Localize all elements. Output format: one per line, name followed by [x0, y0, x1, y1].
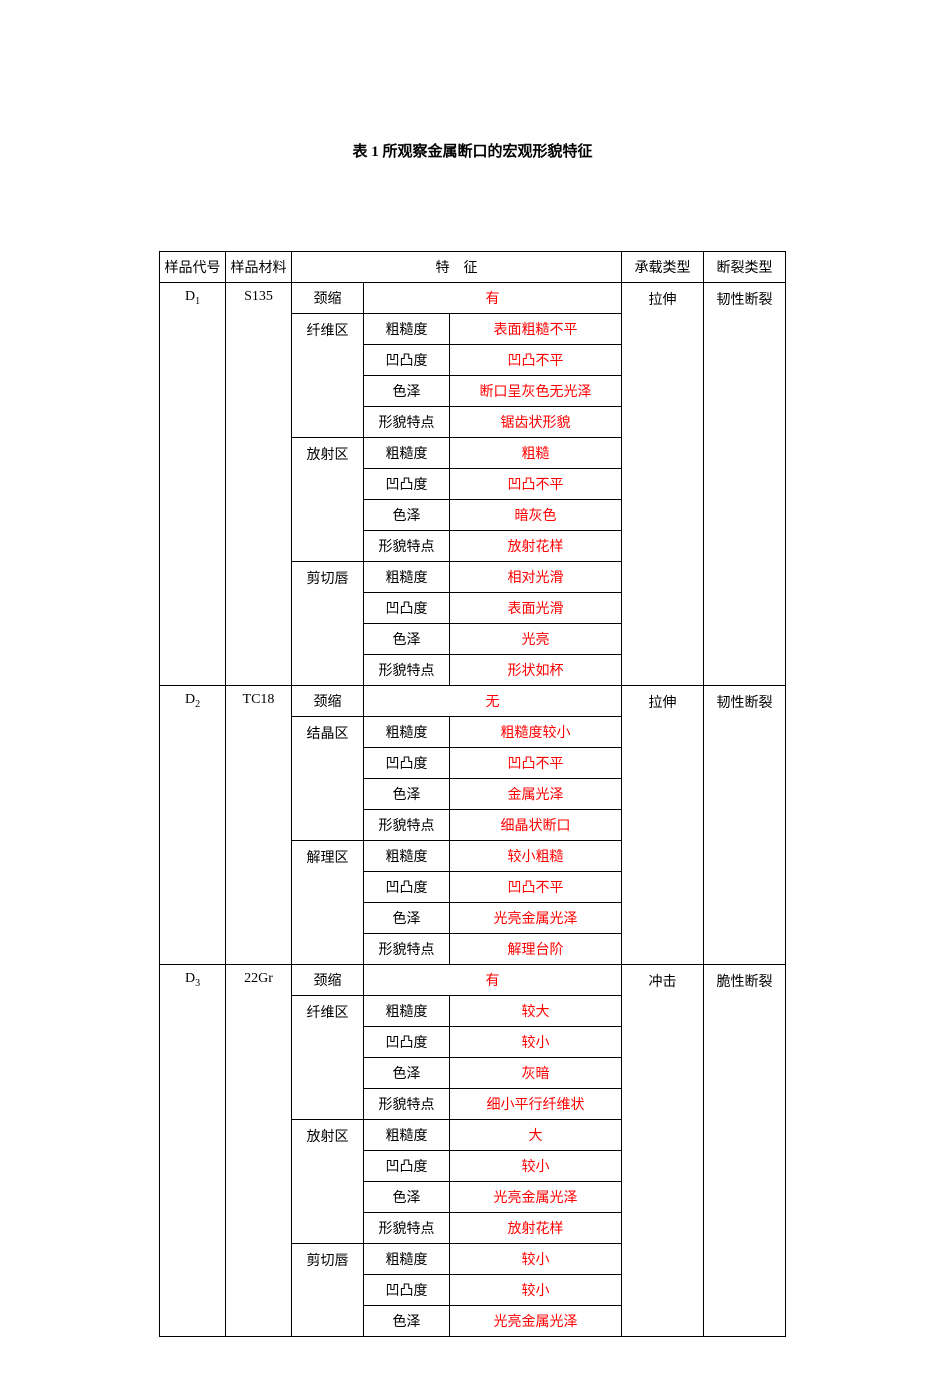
- fracture-type: 韧性断裂: [704, 686, 786, 965]
- hdr-material: 样品材料: [226, 252, 292, 283]
- attr-label: 形貌特点: [364, 810, 450, 841]
- attr-label: 粗糙度: [364, 562, 450, 593]
- attr-label: 凹凸度: [364, 1027, 450, 1058]
- attr-value: 凹凸不平: [450, 872, 622, 903]
- neck-label: 颈缩: [292, 686, 364, 717]
- attr-value: 凹凸不平: [450, 469, 622, 500]
- attr-value: 暗灰色: [450, 500, 622, 531]
- attr-value: 断口呈灰色无光泽: [450, 376, 622, 407]
- table-row: D2TC18颈缩无拉伸韧性断裂: [160, 686, 786, 717]
- attr-label: 粗糙度: [364, 841, 450, 872]
- neck-value: 无: [364, 686, 622, 717]
- attr-label: 凹凸度: [364, 1151, 450, 1182]
- attr-label: 粗糙度: [364, 1244, 450, 1275]
- attr-label: 形貌特点: [364, 531, 450, 562]
- hdr-fracture: 断裂类型: [704, 252, 786, 283]
- attr-value: 细小平行纤维状: [450, 1089, 622, 1120]
- neck-value: 有: [364, 283, 622, 314]
- attr-value: 相对光滑: [450, 562, 622, 593]
- attr-value: 较大: [450, 996, 622, 1027]
- attr-value: 细晶状断口: [450, 810, 622, 841]
- attr-value: 较小: [450, 1275, 622, 1306]
- load-type: 冲击: [622, 965, 704, 1337]
- attr-label: 色泽: [364, 500, 450, 531]
- attr-label: 凹凸度: [364, 593, 450, 624]
- attr-label: 粗糙度: [364, 1120, 450, 1151]
- hdr-code: 样品代号: [160, 252, 226, 283]
- attr-value: 粗糙度较小: [450, 717, 622, 748]
- attr-value: 灰暗: [450, 1058, 622, 1089]
- attr-value: 较小: [450, 1244, 622, 1275]
- zone-name: 解理区: [292, 841, 364, 965]
- attr-value: 粗糙: [450, 438, 622, 469]
- attr-value: 形状如杯: [450, 655, 622, 686]
- attr-label: 色泽: [364, 1306, 450, 1337]
- zone-name: 放射区: [292, 438, 364, 562]
- sample-code: D2: [160, 686, 226, 965]
- fracture-type: 韧性断裂: [704, 283, 786, 686]
- attr-label: 凹凸度: [364, 1275, 450, 1306]
- attr-value: 表面光滑: [450, 593, 622, 624]
- attr-label: 粗糙度: [364, 717, 450, 748]
- sample-material: TC18: [226, 686, 292, 965]
- attr-value: 光亮金属光泽: [450, 1306, 622, 1337]
- attr-value: 锯齿状形貌: [450, 407, 622, 438]
- sample-material: 22Gr: [226, 965, 292, 1337]
- hdr-load: 承载类型: [622, 252, 704, 283]
- zone-name: 剪切唇: [292, 1244, 364, 1337]
- neck-value: 有: [364, 965, 622, 996]
- zone-name: 纤维区: [292, 996, 364, 1120]
- attr-value: 解理台阶: [450, 934, 622, 965]
- attr-label: 粗糙度: [364, 996, 450, 1027]
- attr-value: 金属光泽: [450, 779, 622, 810]
- attr-label: 凹凸度: [364, 748, 450, 779]
- attr-label: 色泽: [364, 903, 450, 934]
- load-type: 拉伸: [622, 283, 704, 686]
- attr-label: 色泽: [364, 1058, 450, 1089]
- attr-label: 粗糙度: [364, 438, 450, 469]
- attr-label: 粗糙度: [364, 314, 450, 345]
- attr-value: 较小: [450, 1151, 622, 1182]
- load-type: 拉伸: [622, 686, 704, 965]
- zone-name: 结晶区: [292, 717, 364, 841]
- zone-name: 剪切唇: [292, 562, 364, 686]
- attr-label: 形貌特点: [364, 934, 450, 965]
- table-row: D1S135颈缩有拉伸韧性断裂: [160, 283, 786, 314]
- sample-code: D3: [160, 965, 226, 1337]
- attr-value: 凹凸不平: [450, 748, 622, 779]
- zone-name: 放射区: [292, 1120, 364, 1244]
- attr-label: 形貌特点: [364, 407, 450, 438]
- attr-value: 表面粗糙不平: [450, 314, 622, 345]
- attr-label: 形貌特点: [364, 1089, 450, 1120]
- attr-label: 凹凸度: [364, 469, 450, 500]
- neck-label: 颈缩: [292, 965, 364, 996]
- attr-value: 光亮金属光泽: [450, 1182, 622, 1213]
- sample-code: D1: [160, 283, 226, 686]
- table-row: D322Gr颈缩有冲击脆性断裂: [160, 965, 786, 996]
- attr-label: 色泽: [364, 1182, 450, 1213]
- attr-value: 凹凸不平: [450, 345, 622, 376]
- header-row: 样品代号 样品材料 特 征 承载类型 断裂类型: [160, 252, 786, 283]
- attr-value: 较小: [450, 1027, 622, 1058]
- attr-value: 光亮金属光泽: [450, 903, 622, 934]
- attr-label: 形貌特点: [364, 655, 450, 686]
- attr-value: 放射花样: [450, 1213, 622, 1244]
- attr-value: 大: [450, 1120, 622, 1151]
- sample-material: S135: [226, 283, 292, 686]
- attr-label: 色泽: [364, 376, 450, 407]
- neck-label: 颈缩: [292, 283, 364, 314]
- attr-value: 放射花样: [450, 531, 622, 562]
- attr-value: 较小粗糙: [450, 841, 622, 872]
- attr-label: 凹凸度: [364, 345, 450, 376]
- main-table: 样品代号 样品材料 特 征 承载类型 断裂类型 D1S135颈缩有拉伸韧性断裂纤…: [159, 251, 786, 1337]
- attr-label: 色泽: [364, 779, 450, 810]
- attr-label: 凹凸度: [364, 872, 450, 903]
- attr-label: 色泽: [364, 624, 450, 655]
- attr-value: 光亮: [450, 624, 622, 655]
- fracture-type: 脆性断裂: [704, 965, 786, 1337]
- hdr-feature: 特 征: [292, 252, 622, 283]
- zone-name: 纤维区: [292, 314, 364, 438]
- table-title: 表 1 所观察金属断口的宏观形貌特征: [120, 140, 825, 161]
- attr-label: 形貌特点: [364, 1213, 450, 1244]
